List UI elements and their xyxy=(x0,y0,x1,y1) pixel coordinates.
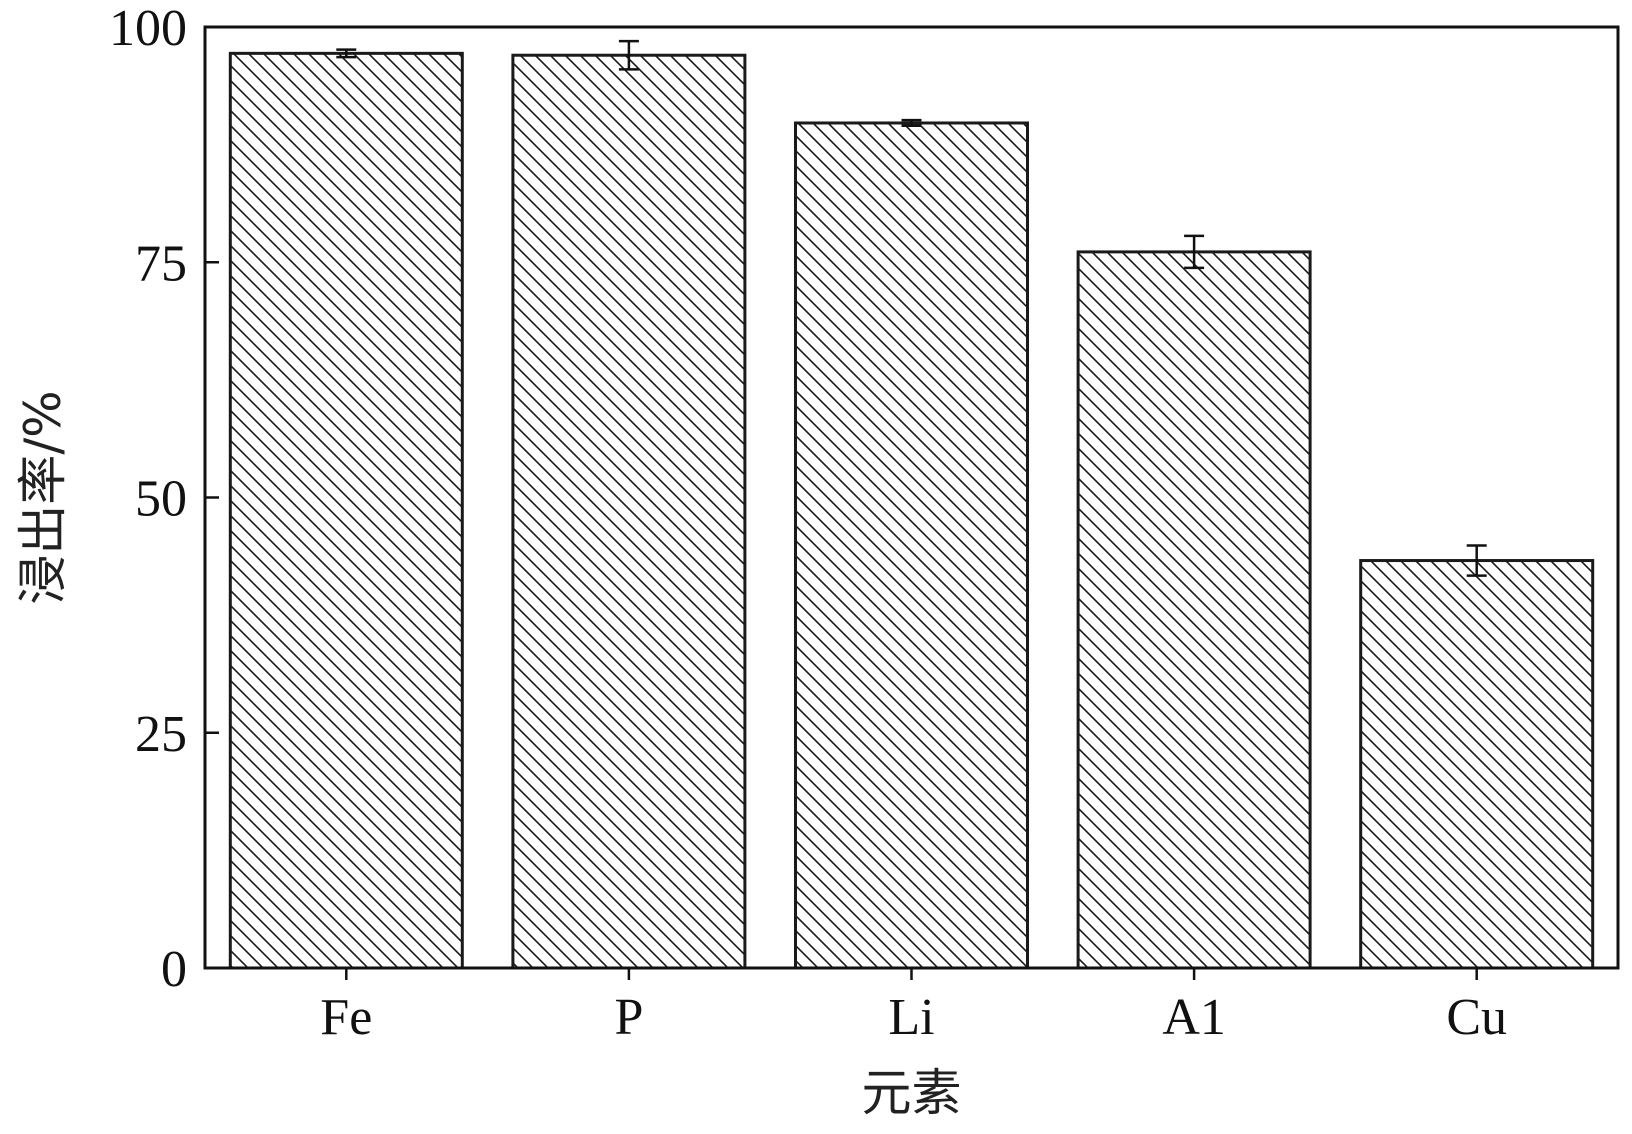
error-bar-fe xyxy=(336,48,357,59)
y-tick-label: 0 xyxy=(161,941,187,998)
x-axis-title: 元素 xyxy=(862,1064,962,1122)
bar-p xyxy=(511,53,747,970)
y-tick-label: 75 xyxy=(135,235,187,292)
y-axis-title: 浸出率/% xyxy=(14,390,72,604)
y-tick-label: 25 xyxy=(135,706,187,763)
error-bar-li xyxy=(901,118,922,128)
bar-fe xyxy=(228,51,464,970)
y-tick-label: 100 xyxy=(109,0,187,57)
error-bar-p xyxy=(618,39,639,71)
bar-cu xyxy=(1359,559,1595,970)
x-tick-label: A1 xyxy=(1162,989,1226,1046)
x-tick-label: Fe xyxy=(320,989,372,1046)
error-bar-cu xyxy=(1466,544,1487,577)
bar-li xyxy=(794,121,1029,970)
x-tick-label: Cu xyxy=(1446,989,1507,1046)
x-axis: Fe P Li A1 Cu xyxy=(320,968,1507,1046)
y-axis: 0 25 50 75 100 xyxy=(109,0,219,998)
bars-layer xyxy=(228,51,1595,970)
y-tick-label: 50 xyxy=(135,471,187,528)
bar-a1 xyxy=(1076,250,1312,970)
error-bars-layer xyxy=(336,39,1487,577)
x-tick-label: P xyxy=(614,989,643,1046)
x-tick-label: Li xyxy=(888,989,934,1046)
error-bar-a1 xyxy=(1184,234,1205,270)
